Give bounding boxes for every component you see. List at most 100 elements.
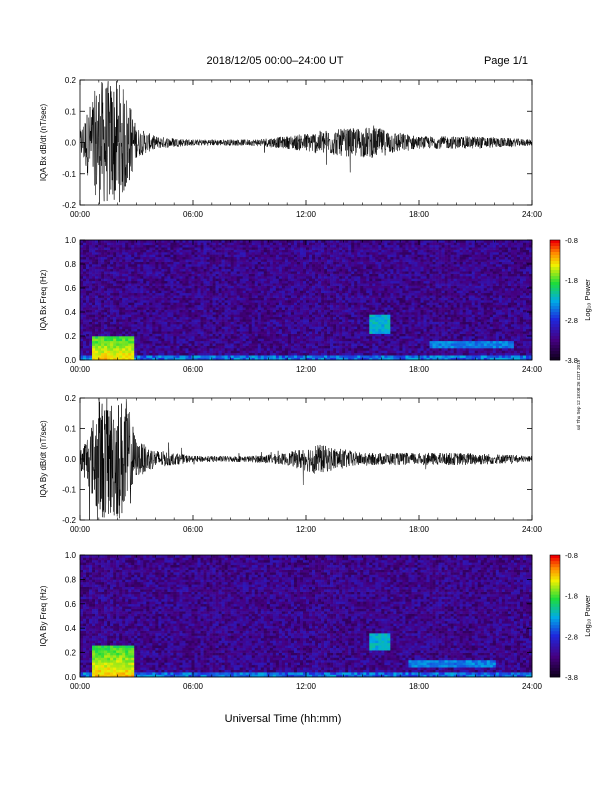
spectrogram-cell (330, 336, 334, 339)
spectrogram-cell (128, 271, 132, 274)
spectrogram-cell (122, 333, 126, 337)
spectrogram-cell (257, 268, 262, 272)
spectrogram-cell (164, 331, 168, 334)
spectrogram-cell (116, 319, 120, 322)
spectrogram-cell (263, 357, 268, 361)
spectrogram-cell (251, 242, 256, 246)
spectrogram-cell (275, 271, 280, 274)
spectrogram-cell (309, 244, 313, 248)
spectrogram-cell (339, 357, 343, 361)
spectrogram-cell (86, 350, 90, 354)
spectrogram-cell (110, 343, 114, 346)
spectrogram-cell (203, 252, 207, 255)
spectrogram-cell (342, 355, 346, 358)
spectrogram-cell (140, 326, 144, 330)
spectrogram-cell (318, 278, 322, 282)
spectrogram-cell (293, 319, 298, 322)
spectrogram-cell (149, 288, 153, 291)
spectrogram-cell (149, 254, 153, 258)
spectrogram-cell (185, 252, 189, 255)
spectrogram-cell (173, 304, 177, 308)
spectrogram-cell (239, 309, 244, 313)
spectrogram-cell (191, 264, 195, 267)
spectrogram-cell (131, 333, 135, 337)
spectrogram-cell (134, 350, 138, 354)
spectrogram-cell (299, 326, 304, 330)
spectrogram-cell (348, 249, 352, 253)
spectrogram-cell (266, 266, 271, 270)
spectrogram-cell (324, 309, 328, 313)
spectrogram-cell (299, 292, 304, 296)
spectrogram-cell (182, 271, 186, 274)
spectrogram-cell (194, 331, 198, 334)
spectrogram-cell (101, 316, 105, 320)
spectrogram-cell (146, 333, 150, 337)
spectrogram-cell (242, 352, 247, 356)
spectrogram-cell (281, 350, 286, 354)
spectrogram-cell (366, 350, 370, 354)
spectrogram-cell (351, 252, 355, 255)
spectrogram-cell (275, 261, 280, 265)
spectrogram-cell (191, 314, 195, 318)
spectrogram-cell (342, 302, 346, 306)
spectrogram-cell (188, 271, 192, 274)
spectrogram-cell (357, 297, 361, 301)
spectrogram-cell (336, 314, 340, 318)
spectrogram-cell (260, 283, 265, 286)
spectrogram-cell (372, 321, 376, 325)
spectrogram-cell (182, 336, 186, 339)
spectrogram-cell (137, 259, 141, 262)
spectrogram-cell (170, 242, 174, 246)
spectrogram-cell (336, 278, 340, 282)
spectrogram-cell (242, 304, 247, 308)
spectrogram-cell (161, 244, 165, 248)
spectrogram-cell (251, 261, 256, 265)
spectrogram-cell (143, 297, 147, 301)
spectrogram-cell (336, 333, 340, 337)
spectrogram-cell (116, 254, 120, 258)
spectrogram-cell (327, 247, 331, 250)
spectrogram-cell (92, 247, 96, 250)
spectrogram-cell (312, 264, 316, 267)
spectrogram-cell (339, 316, 343, 320)
spectrogram-cell (89, 336, 93, 339)
spectrogram-cell (161, 283, 165, 286)
spectrogram-cell (254, 340, 259, 344)
spectrogram-cell (128, 247, 132, 250)
spectrogram-cell (315, 297, 319, 301)
spectrogram-cell (194, 314, 198, 318)
spectrogram-cell (339, 271, 343, 274)
spectrogram-cell (351, 336, 355, 339)
spectrogram-cell (309, 280, 313, 284)
spectrogram-cell (239, 247, 244, 250)
spectrogram-cell (293, 288, 298, 291)
spectrogram-cell (176, 304, 180, 308)
spectrogram-cell (315, 300, 319, 303)
spectrogram-cell (203, 297, 207, 301)
spectrogram-cell (152, 249, 156, 253)
spectrogram-cell (161, 343, 165, 346)
spectrogram-cell (369, 357, 373, 361)
spectrogram-cell (200, 343, 204, 346)
spectrogram-cell (348, 333, 352, 337)
spectrogram-cell (176, 350, 180, 354)
spectrogram-cell (275, 307, 280, 310)
spectrogram-cell (104, 314, 108, 318)
spectrogram-cell (296, 333, 301, 337)
spectrogram-cell (158, 273, 162, 277)
spectrogram-cell (122, 350, 126, 354)
spectrogram-cell (312, 271, 316, 274)
spectrogram-cell (302, 348, 307, 351)
spectrogram-cell (89, 249, 93, 253)
spectrogram-cell (278, 273, 283, 277)
spectrogram-cell (149, 290, 153, 294)
spectrogram-cell (146, 321, 150, 325)
spectrogram-cell (342, 345, 346, 349)
spectrogram-cell (143, 343, 147, 346)
spectrogram-cell (200, 252, 204, 255)
spectrogram-cell (287, 273, 292, 277)
spectrogram-cell (348, 261, 352, 265)
spectrogram-cell (315, 307, 319, 310)
spectrogram-cell (245, 321, 250, 325)
spectrogram-cell (333, 326, 337, 330)
